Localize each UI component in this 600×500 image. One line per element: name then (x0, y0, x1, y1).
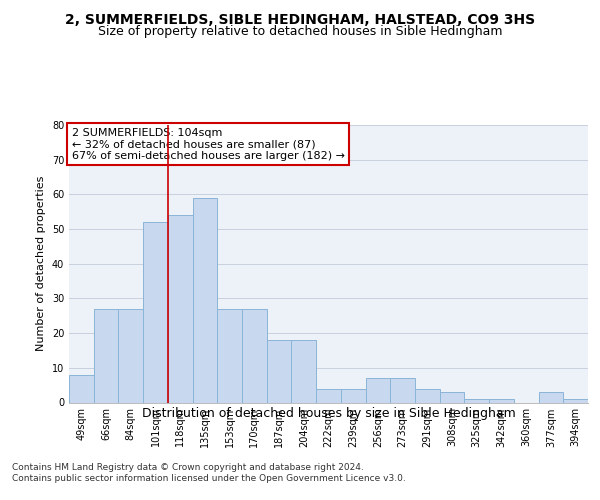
Bar (143, 222, 168, 402)
Text: Size of property relative to detached houses in Sible Hedingham: Size of property relative to detached ho… (98, 25, 502, 38)
Bar (292, 340, 316, 402)
Bar (539, 392, 563, 402)
Bar (415, 388, 440, 402)
Bar (242, 309, 267, 402)
Text: Distribution of detached houses by size in Sible Hedingham: Distribution of detached houses by size … (142, 408, 515, 420)
Text: 2, SUMMERFIELDS, SIBLE HEDINGHAM, HALSTEAD, CO9 3HS: 2, SUMMERFIELDS, SIBLE HEDINGHAM, HALSTE… (65, 12, 535, 26)
Bar (69, 375, 94, 402)
Bar (168, 215, 193, 402)
Bar (118, 309, 143, 402)
Y-axis label: Number of detached properties: Number of detached properties (36, 176, 46, 352)
Bar (365, 378, 390, 402)
Bar (563, 399, 588, 402)
Bar (94, 309, 118, 402)
Text: Contains HM Land Registry data © Crown copyright and database right 2024.: Contains HM Land Registry data © Crown c… (12, 462, 364, 471)
Bar (316, 388, 341, 402)
Text: Contains public sector information licensed under the Open Government Licence v3: Contains public sector information licen… (12, 474, 406, 483)
Text: 2 SUMMERFIELDS: 104sqm
← 32% of detached houses are smaller (87)
67% of semi-det: 2 SUMMERFIELDS: 104sqm ← 32% of detached… (72, 128, 345, 161)
Bar (267, 340, 292, 402)
Bar (440, 392, 464, 402)
Bar (193, 198, 217, 402)
Bar (217, 309, 242, 402)
Bar (464, 399, 489, 402)
Bar (390, 378, 415, 402)
Bar (489, 399, 514, 402)
Bar (341, 388, 365, 402)
